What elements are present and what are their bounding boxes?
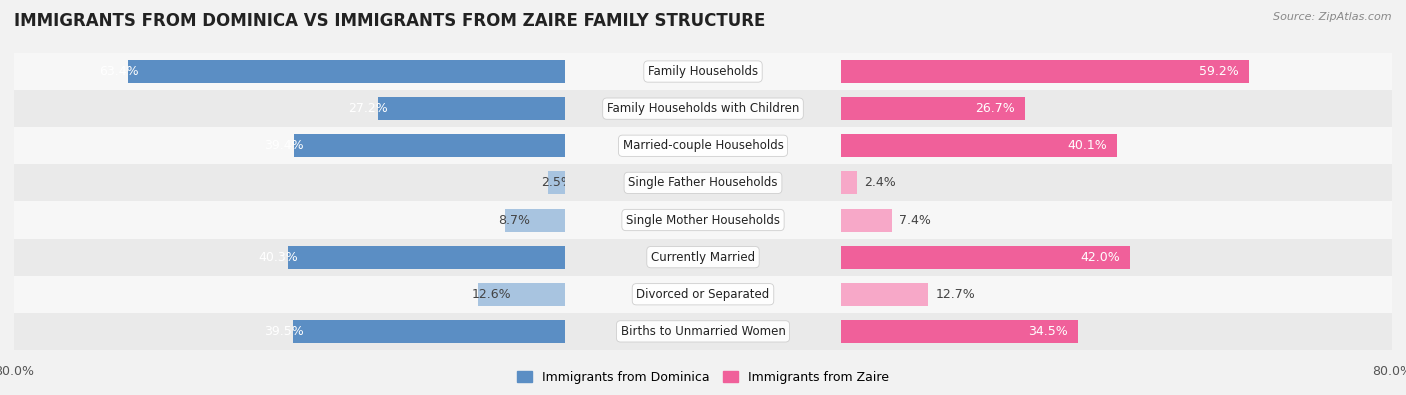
Bar [288,246,565,269]
Bar [841,90,1392,127]
Bar [14,53,565,90]
Text: 8.7%: 8.7% [498,214,530,226]
Text: 26.7%: 26.7% [974,102,1014,115]
Text: Single Mother Households: Single Mother Households [626,214,780,226]
Bar [841,201,1392,239]
Text: Family Households: Family Households [648,65,758,78]
Bar [14,276,565,313]
Legend: Immigrants from Dominica, Immigrants from Zaire: Immigrants from Dominica, Immigrants fro… [512,366,894,389]
Bar [378,97,565,120]
Bar [128,60,565,83]
Bar [478,283,565,306]
Bar [292,320,565,343]
Bar [841,171,858,194]
Text: 2.4%: 2.4% [865,177,896,189]
Text: Single Father Households: Single Father Households [628,177,778,189]
Bar [565,127,841,164]
Bar [841,53,1392,90]
Text: Married-couple Households: Married-couple Households [623,139,783,152]
Text: 27.2%: 27.2% [349,102,388,115]
Text: 42.0%: 42.0% [1080,251,1119,263]
Bar [841,246,1130,269]
Bar [565,239,841,276]
Bar [294,134,565,157]
Text: Divorced or Separated: Divorced or Separated [637,288,769,301]
Bar [841,239,1392,276]
Bar [841,134,1116,157]
Bar [841,127,1392,164]
Text: 63.4%: 63.4% [100,65,139,78]
Bar [14,164,565,201]
Bar [841,164,1392,201]
Bar [14,127,565,164]
Bar [565,90,841,127]
Text: 34.5%: 34.5% [1028,325,1069,338]
Bar [548,171,565,194]
Bar [14,90,565,127]
Text: IMMIGRANTS FROM DOMINICA VS IMMIGRANTS FROM ZAIRE FAMILY STRUCTURE: IMMIGRANTS FROM DOMINICA VS IMMIGRANTS F… [14,12,765,30]
Bar [841,97,1025,120]
Bar [565,201,841,239]
Bar [841,313,1392,350]
Bar [841,320,1078,343]
Text: 7.4%: 7.4% [898,214,931,226]
Text: 59.2%: 59.2% [1198,65,1239,78]
Bar [565,313,841,350]
Bar [565,164,841,201]
Bar [841,60,1249,83]
Text: Currently Married: Currently Married [651,251,755,263]
Bar [565,276,841,313]
Text: 12.7%: 12.7% [935,288,974,301]
Bar [841,276,1392,313]
Bar [14,313,565,350]
Text: 40.1%: 40.1% [1067,139,1107,152]
Text: Births to Unmarried Women: Births to Unmarried Women [620,325,786,338]
Text: Family Households with Children: Family Households with Children [607,102,799,115]
Bar [14,201,565,239]
Text: Source: ZipAtlas.com: Source: ZipAtlas.com [1274,12,1392,22]
Bar [565,53,841,90]
Bar [505,209,565,231]
Text: 2.5%: 2.5% [541,177,574,189]
Text: 40.3%: 40.3% [259,251,298,263]
Bar [841,209,891,231]
Bar [841,283,928,306]
Text: 39.4%: 39.4% [264,139,304,152]
Bar [14,239,565,276]
Text: 39.5%: 39.5% [264,325,304,338]
Text: 12.6%: 12.6% [471,288,512,301]
